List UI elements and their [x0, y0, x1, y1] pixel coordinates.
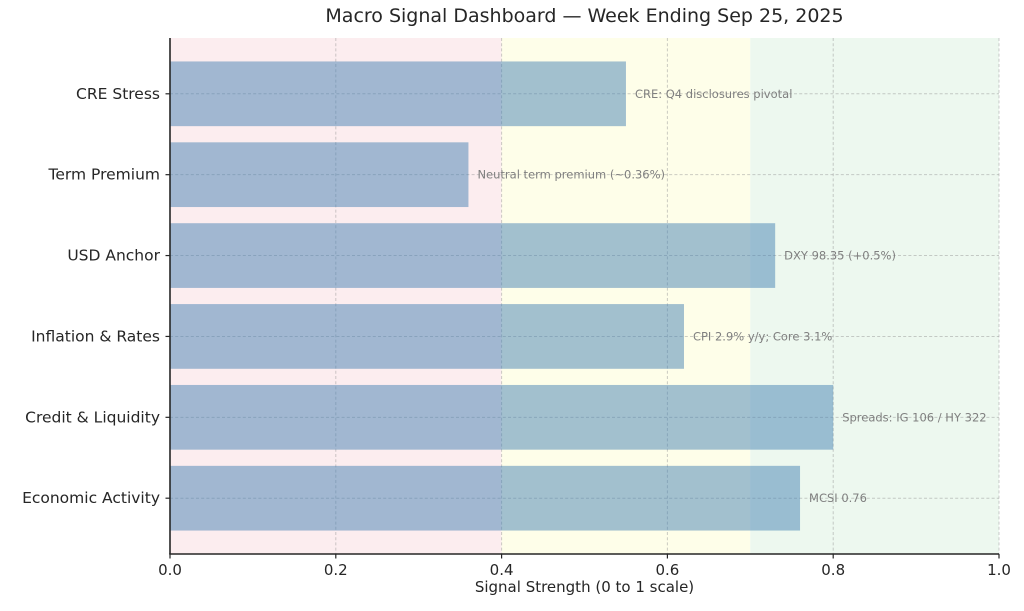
x-tick-label: 0.0 [158, 561, 182, 579]
y-category-label-5: Economic Activity [22, 489, 160, 507]
bar-4 [170, 384, 834, 450]
bar-annotation-5: MCSI 0.76 [809, 491, 867, 505]
chart-title: Macro Signal Dashboard — Week Ending Sep… [325, 5, 844, 27]
x-tick-label: 1.0 [987, 561, 1011, 579]
bar-annotation-1: Neutral term premium (~0.36%) [477, 168, 665, 182]
x-tick-label: 0.2 [324, 561, 348, 579]
y-category-label-4: Credit & Liquidity [25, 408, 160, 426]
y-category-label-0: CRE Stress [76, 85, 160, 103]
bar-annotation-0: CRE: Q4 disclosures pivotal [635, 87, 792, 101]
bar-annotation-2: DXY 98.35 (+0.5%) [784, 249, 896, 263]
x-tick-label: 0.6 [655, 561, 679, 579]
bar-annotation-3: CPI 2.9% y/y; Core 3.1% [693, 329, 832, 343]
bar-5 [170, 465, 801, 531]
x-tick-label: 0.4 [490, 561, 514, 579]
bar-1 [170, 142, 469, 208]
bar-annotation-4: Spreads: IG 106 / HY 322 [842, 410, 986, 424]
bar-2 [170, 223, 776, 288]
y-category-label-3: Inflation & Rates [31, 327, 160, 345]
x-axis-label: Signal Strength (0 to 1 scale) [474, 578, 695, 596]
y-category-label-2: USD Anchor [67, 247, 160, 265]
y-category-label-1: Term Premium [48, 166, 160, 184]
x-tick-label: 0.8 [821, 561, 845, 579]
bar-3 [170, 304, 684, 369]
bar-0 [170, 61, 626, 127]
